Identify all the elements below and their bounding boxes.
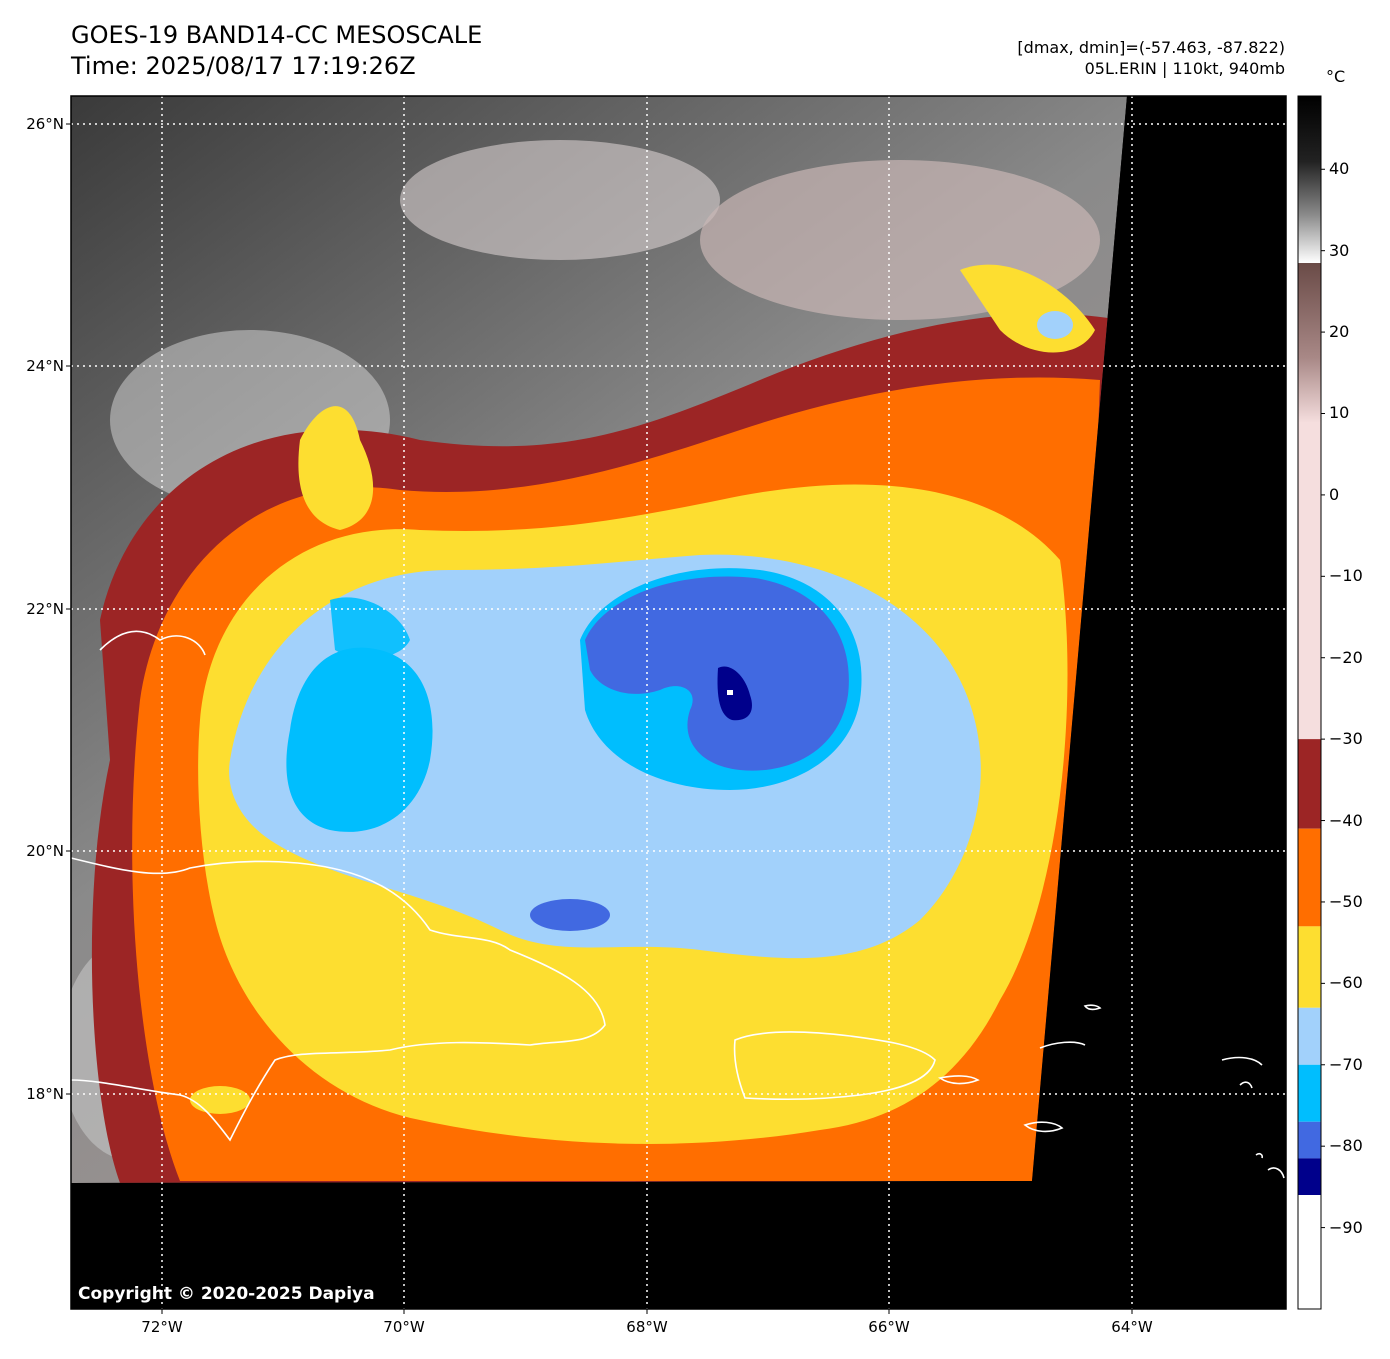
- lat-label-22n: 22°N: [26, 600, 64, 618]
- lon-label-72w: 72°W: [141, 1318, 183, 1336]
- eye-coldest-pixel: [727, 690, 733, 695]
- colorbar-tick-label: −80: [1329, 1136, 1363, 1156]
- lat-label-18n: 18°N: [26, 1085, 64, 1103]
- no-data-region: [71, 96, 1286, 1309]
- colorbar-band-light-blue: [1298, 1007, 1321, 1065]
- copyright-text: Copyright © 2020-2025 Dapiya: [78, 1284, 375, 1304]
- lat-label-20n: 20°N: [26, 842, 64, 860]
- colorbar: [1297, 95, 1325, 1310]
- colorbar-tick-label: −90: [1329, 1217, 1363, 1237]
- map-title: GOES-19 BAND14-CC MESOSCALE: [71, 21, 483, 49]
- temperature-range-text: [dmax, dmin]=(-57.463, -87.822): [1017, 38, 1285, 57]
- coastlines: [70, 630, 1285, 1179]
- colorbar-tick-label: −40: [1329, 810, 1363, 830]
- colorbar-tick-label: 40: [1329, 159, 1350, 179]
- colorbar-band-royal-blue: [1298, 1121, 1321, 1159]
- colorbar-unit: °C: [1326, 67, 1346, 86]
- colorbar-tick-label: −50: [1329, 891, 1363, 911]
- axis-ticks: [66, 123, 1133, 1314]
- colorbar-frame: [1297, 95, 1322, 1310]
- colorbar-tick-label: −30: [1329, 729, 1363, 749]
- lat-label-26n: 26°N: [26, 115, 64, 133]
- colorbar-tick-marks: [1321, 168, 1325, 1229]
- colorbar-band-yellow: [1298, 926, 1321, 1008]
- lon-label-70w: 70°W: [383, 1318, 425, 1336]
- lat-label-24n: 24°N: [26, 357, 64, 375]
- colorbar-tick-label: 20: [1329, 322, 1350, 342]
- colorbar-gradient-warm: [1298, 96, 1321, 750]
- colorbar-band-dark-red: [1298, 739, 1321, 829]
- outflow-yellow-nw: [298, 406, 374, 530]
- graticule: [71, 96, 1286, 1309]
- eye-core: [717, 666, 752, 721]
- satellite-swath: [71, 96, 1127, 1183]
- colorbar-band-cyan: [1298, 1064, 1321, 1122]
- storm-info-text: 05L.ERIN | 110kt, 940mb: [1084, 59, 1285, 78]
- colorbar-tick-label: 30: [1329, 240, 1350, 260]
- colorbar-tick-label: −10: [1329, 566, 1363, 586]
- colorbar-band-navy: [1298, 1158, 1321, 1196]
- map-timestamp: Time: 2025/08/17 17:19:26Z: [71, 52, 416, 80]
- colorbar-tick-label: 0: [1329, 484, 1340, 504]
- plot-frame: [70, 95, 1287, 1310]
- colorbar-tick-label: −20: [1329, 647, 1363, 667]
- lon-label-64w: 64°W: [1111, 1318, 1153, 1336]
- secondary-cold-patch: [530, 899, 610, 931]
- lon-label-66w: 66°W: [868, 1318, 910, 1336]
- eyewall-blue: [585, 576, 849, 771]
- colorbar-band-white: [1298, 1195, 1321, 1309]
- band-cyan-west: [286, 647, 433, 832]
- colorbar-tick-label: 10: [1329, 403, 1350, 423]
- colorbar-band-orange: [1298, 828, 1321, 927]
- lon-label-68w: 68°W: [626, 1318, 668, 1336]
- colorbar-tick-label: −70: [1329, 1054, 1363, 1074]
- colorbar-bands: [1298, 739, 1321, 1309]
- band-cyan-north: [330, 597, 410, 659]
- colorbar-tick-label: −60: [1329, 973, 1363, 993]
